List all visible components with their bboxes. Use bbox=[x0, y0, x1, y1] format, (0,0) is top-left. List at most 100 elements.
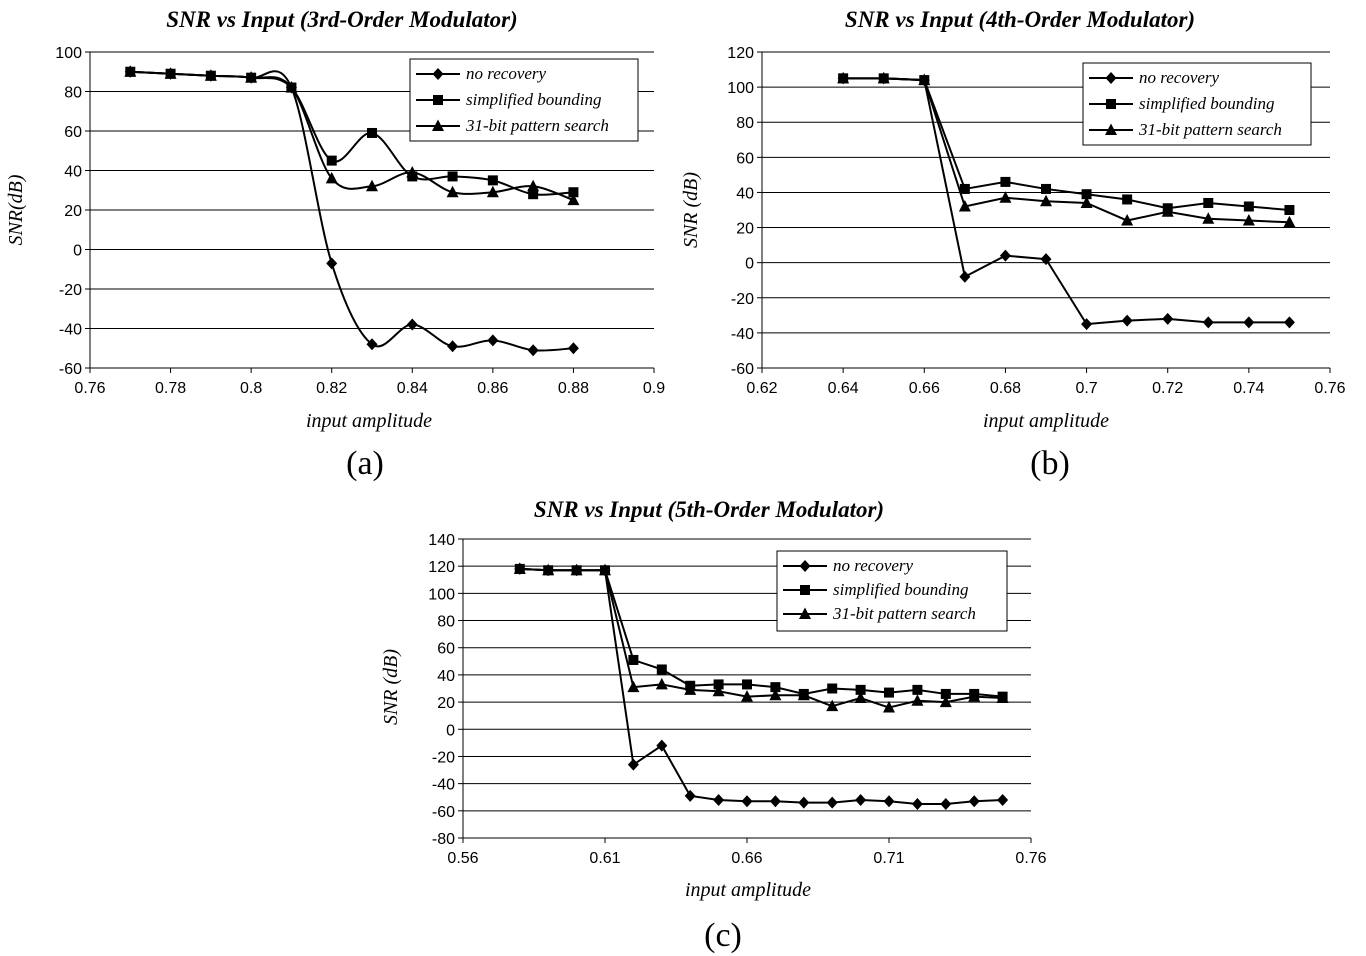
y-tick-label: 20 bbox=[736, 221, 754, 238]
data-point-diamond bbox=[1081, 318, 1093, 331]
y-tick-label: 40 bbox=[437, 668, 455, 685]
x-tick-label: 0.61 bbox=[589, 850, 620, 867]
data-point-triangle bbox=[911, 694, 924, 706]
data-point-square bbox=[1000, 176, 1011, 187]
x-axis-label: input amplitude bbox=[983, 410, 1109, 432]
data-point-square bbox=[628, 654, 639, 665]
data-point-square bbox=[1243, 201, 1254, 212]
x-tick-label: 0.64 bbox=[828, 380, 859, 397]
y-tick-label: 0 bbox=[73, 243, 82, 260]
chart-panel-2: SNR vs Input (4th-Order Modulator) -60 -40… bbox=[680, 7, 1346, 482]
data-point-diamond bbox=[999, 249, 1011, 262]
data-point-square bbox=[959, 183, 970, 194]
data-point-triangle bbox=[877, 71, 890, 84]
data-point-square bbox=[827, 683, 838, 694]
y-tick-label: -60 bbox=[731, 361, 754, 378]
data-point-diamond bbox=[959, 270, 971, 283]
legend-label: no recovery bbox=[466, 64, 547, 83]
y-tick-label: -40 bbox=[731, 326, 754, 343]
y-tick-label: 100 bbox=[55, 45, 82, 62]
y-tick-label: 100 bbox=[727, 80, 754, 97]
data-point-square bbox=[1041, 183, 1051, 194]
legend-label: simplified bounding bbox=[466, 90, 602, 109]
y-tick-label: 80 bbox=[437, 614, 455, 631]
data-point-diamond bbox=[741, 795, 753, 808]
data-point-diamond bbox=[366, 338, 378, 351]
data-point-triangle bbox=[366, 179, 378, 192]
data-point-diamond bbox=[911, 798, 923, 811]
x-tick-label: 0.71 bbox=[873, 850, 904, 867]
x-tick-label: 0.66 bbox=[909, 380, 940, 397]
data-point-square bbox=[1081, 189, 1092, 200]
data-point-diamond bbox=[997, 793, 1009, 806]
y-tick-label: -20 bbox=[59, 282, 82, 299]
data-point-triangle bbox=[570, 563, 583, 576]
data-point-diamond bbox=[855, 793, 867, 806]
y-tick-label: 100 bbox=[428, 586, 455, 603]
data-point-diamond bbox=[940, 798, 952, 811]
series-31-bit-pattern-search bbox=[513, 562, 1009, 713]
legend-label: 31-bit pattern search bbox=[1138, 120, 1282, 139]
y-tick-label: 120 bbox=[727, 45, 754, 62]
data-point-diamond bbox=[826, 796, 838, 809]
x-tick-label: 0.76 bbox=[1314, 380, 1345, 397]
data-point-triangle bbox=[837, 71, 850, 84]
legend-marker-triangle bbox=[432, 119, 444, 131]
data-point-triangle bbox=[1040, 194, 1052, 207]
data-point-diamond bbox=[326, 257, 338, 270]
data-point-square bbox=[487, 175, 498, 186]
x-tick-label: 0.78 bbox=[155, 380, 186, 397]
x-tick-label: 0.56 bbox=[447, 850, 478, 867]
data-point-diamond bbox=[883, 795, 895, 808]
data-point-square bbox=[742, 679, 752, 690]
y-tick-label: -40 bbox=[432, 777, 455, 794]
series-31-bit-pattern-search bbox=[837, 71, 1296, 228]
data-point-triangle bbox=[797, 688, 810, 701]
data-point-triangle bbox=[918, 73, 931, 86]
legend-marker-square bbox=[1106, 99, 1116, 109]
y-tick-label: 80 bbox=[64, 85, 82, 102]
x-tick-label: 0.7 bbox=[1075, 380, 1097, 397]
legend: no recovery simplified bounding 31-bit pat… bbox=[1082, 62, 1312, 146]
panel-label: (b) bbox=[1030, 445, 1070, 482]
data-point-triangle bbox=[655, 677, 668, 690]
chart-title: SNR vs Input (4th-Order Modulator) bbox=[845, 7, 1195, 32]
legend-label: simplified bounding bbox=[1139, 94, 1275, 113]
y-tick-label: -60 bbox=[432, 804, 455, 821]
data-point-triangle bbox=[996, 691, 1009, 704]
x-tick-label: 0.86 bbox=[477, 380, 508, 397]
data-point-square bbox=[1203, 197, 1214, 208]
y-tick-label: 140 bbox=[428, 532, 455, 549]
data-point-triangle bbox=[741, 690, 753, 702]
legend-label: 31-bit pattern search bbox=[465, 116, 609, 135]
legend-item: 31-bit pattern search bbox=[416, 116, 609, 135]
data-point-diamond bbox=[406, 318, 418, 331]
data-point-diamond bbox=[527, 344, 539, 357]
legend-marker-triangle bbox=[1105, 123, 1117, 135]
x-tick-label: 0.8 bbox=[240, 380, 262, 397]
data-point-triangle bbox=[567, 193, 580, 206]
legend-marker-diamond bbox=[432, 68, 444, 80]
legend-marker-triangle bbox=[799, 607, 811, 619]
y-tick-label: -20 bbox=[432, 749, 455, 766]
data-point-square bbox=[855, 684, 866, 695]
y-tick-label: 60 bbox=[736, 150, 754, 167]
data-point-diamond bbox=[627, 758, 639, 771]
data-point-diamond bbox=[1283, 316, 1295, 329]
data-point-triangle bbox=[1080, 196, 1093, 208]
data-point-triangle bbox=[245, 71, 258, 83]
data-point-triangle bbox=[627, 680, 640, 693]
legend-marker-square bbox=[433, 95, 443, 105]
panel-label: (c) bbox=[704, 917, 742, 954]
series-line bbox=[519, 567, 1003, 709]
x-axis-label: input amplitude bbox=[685, 879, 811, 901]
y-tick-label: 60 bbox=[437, 641, 455, 658]
legend-item: no recovery bbox=[1089, 68, 1220, 87]
data-point-triangle bbox=[854, 691, 867, 704]
data-point-triangle bbox=[527, 179, 540, 192]
y-tick-label: 40 bbox=[64, 164, 82, 181]
data-point-triangle bbox=[446, 185, 459, 198]
legend-label: 31-bit pattern search bbox=[832, 604, 976, 623]
legend-item: simplified bounding bbox=[416, 90, 602, 109]
